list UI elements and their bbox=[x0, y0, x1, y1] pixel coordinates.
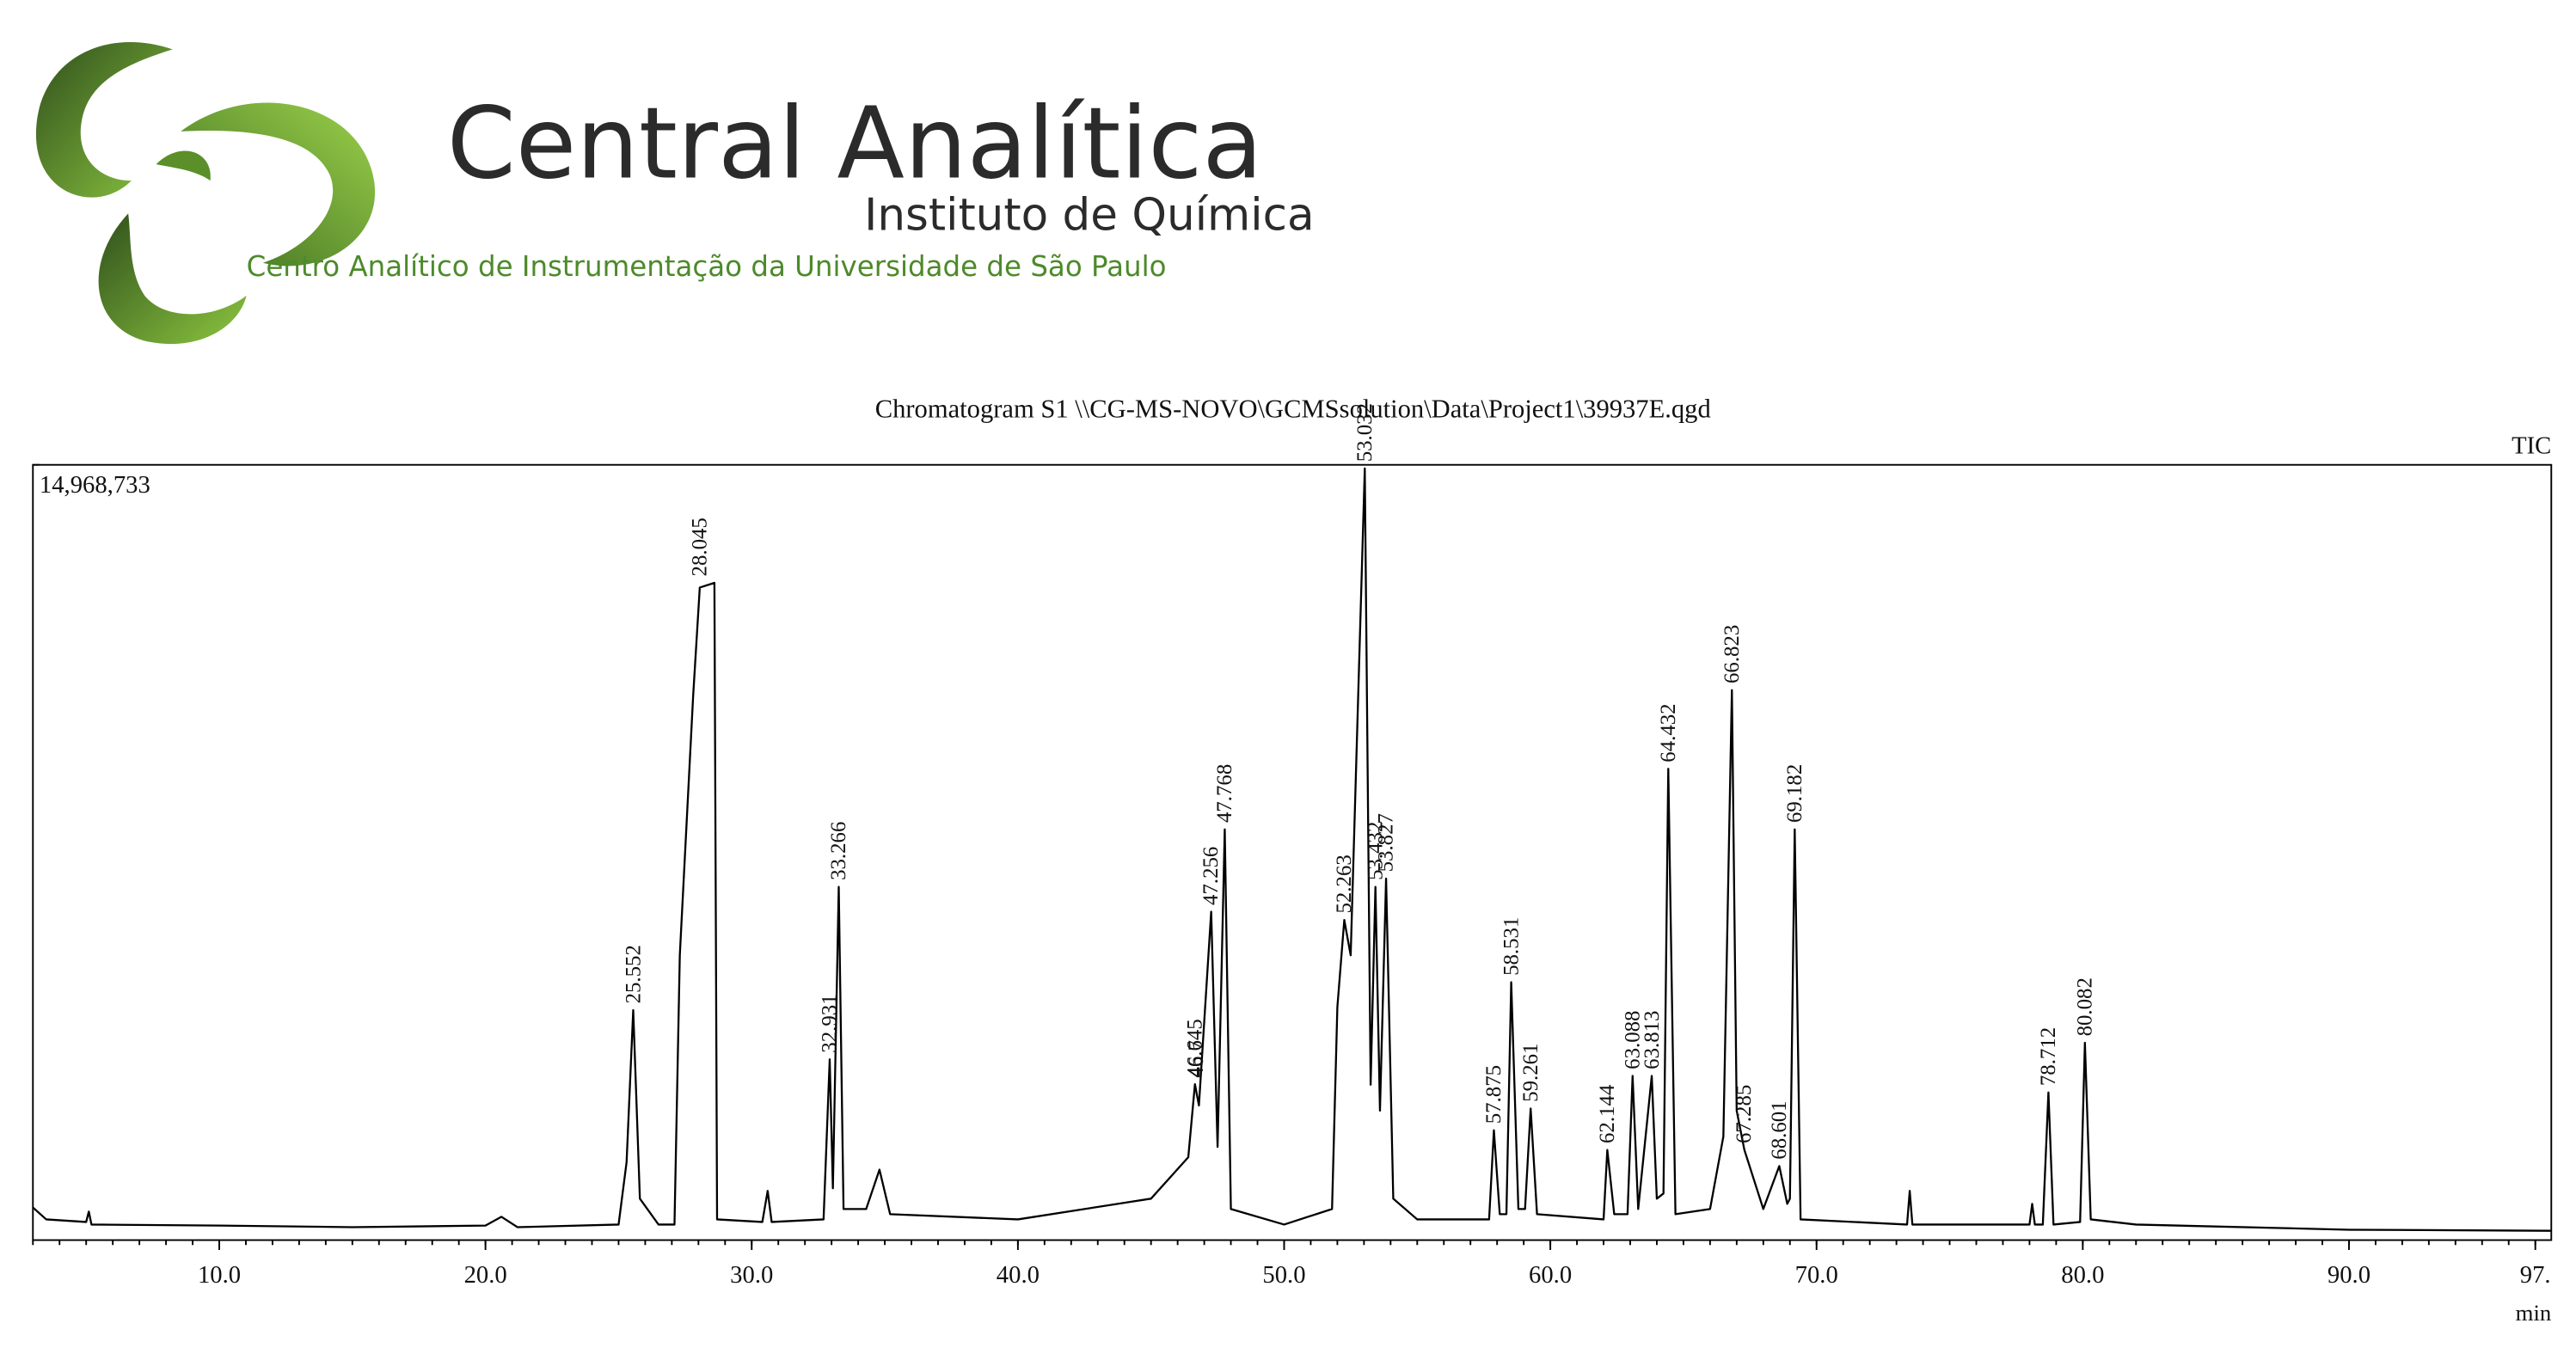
peak-label: 63.088 bbox=[1621, 1011, 1644, 1069]
peak-label: 53.032 bbox=[1353, 403, 1377, 462]
peak-label: 69.182 bbox=[1783, 764, 1806, 823]
x-axis-label: min bbox=[2516, 1300, 2552, 1326]
peak-label: 64.432 bbox=[1657, 703, 1680, 762]
x-tick-label: 80.0 bbox=[2061, 1261, 2104, 1289]
peak-label: 57.875 bbox=[1482, 1065, 1506, 1124]
chromatogram-trace bbox=[32, 467, 2552, 1232]
peak-label: 52.263 bbox=[1333, 855, 1356, 913]
x-tick-label: 70.0 bbox=[1795, 1261, 1838, 1289]
peak-label: 47.256 bbox=[1199, 847, 1223, 905]
peak-label: 53.432 bbox=[1364, 822, 1387, 880]
x-tick-label: 60.0 bbox=[1529, 1261, 1572, 1289]
peak-label: 32.931 bbox=[819, 994, 842, 1052]
peak-label: 53.827 bbox=[1375, 813, 1398, 872]
peak-label: 80.082 bbox=[2073, 977, 2096, 1036]
peak-label: 33.266 bbox=[827, 822, 850, 880]
peak-label: 78.712 bbox=[2037, 1027, 2060, 1086]
x-tick-label: 97. bbox=[2520, 1261, 2551, 1289]
logo-title: Central Analítica bbox=[447, 87, 1263, 201]
peak-label: 25.552 bbox=[622, 945, 645, 1003]
x-tick-label: 10.0 bbox=[198, 1261, 241, 1289]
x-tick-label: 50.0 bbox=[1262, 1261, 1305, 1289]
peak-label: 58.531 bbox=[1500, 917, 1523, 976]
peak-label: 28.045 bbox=[688, 518, 711, 576]
y-axis-label: TIC bbox=[2512, 432, 2551, 459]
x-tick-label: 30.0 bbox=[730, 1261, 773, 1289]
x-tick-label: 40.0 bbox=[997, 1261, 1040, 1289]
chart-title: Chromatogram S1 \\CG-MS-NOVO\GCMSsolutio… bbox=[875, 394, 1711, 423]
peak-label: 62.144 bbox=[1596, 1084, 1619, 1143]
peak-label: 67.285 bbox=[1733, 1085, 1756, 1143]
x-tick-label: 90.0 bbox=[2328, 1261, 2371, 1289]
peak-label: 66.823 bbox=[1720, 625, 1744, 683]
logo-mark bbox=[35, 41, 376, 345]
plot-frame bbox=[32, 463, 2553, 1241]
peak-label: 59.261 bbox=[1519, 1044, 1543, 1102]
peak-label: 63.813 bbox=[1641, 1011, 1664, 1069]
peak-label: 46.7 bbox=[1185, 1040, 1208, 1077]
peak-label: 46.645 bbox=[1183, 1019, 1206, 1077]
peak-label: 47.768 bbox=[1213, 764, 1236, 823]
logo-subtitle: Instituto de Química bbox=[864, 189, 1314, 241]
logo-tagline: Centro Analítico de Instrumentação da Un… bbox=[247, 250, 1167, 283]
y-tick-label: 14,968,733 bbox=[40, 471, 150, 499]
peak-label: 68.601 bbox=[1768, 1100, 1791, 1159]
x-tick-label: 20.0 bbox=[464, 1261, 507, 1289]
